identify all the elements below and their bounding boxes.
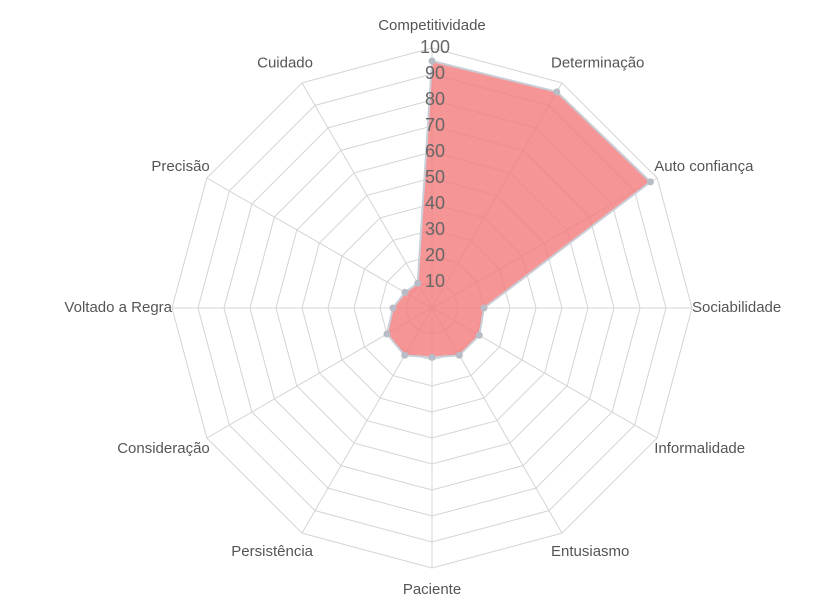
category-label: Sociabilidade xyxy=(692,299,781,316)
data-point xyxy=(428,57,436,65)
data-point xyxy=(480,304,488,312)
data-point xyxy=(414,279,422,287)
data-point xyxy=(553,88,561,96)
data-point xyxy=(401,351,409,359)
data-point xyxy=(428,353,436,361)
data-point xyxy=(455,351,463,359)
r-tick-label: 100 xyxy=(420,37,450,57)
r-tick-label: 80 xyxy=(425,89,445,109)
r-tick-label: 60 xyxy=(425,141,445,161)
category-label: Entusiasmo xyxy=(551,543,629,560)
category-label: Cuidado xyxy=(257,55,313,72)
category-label: Persistência xyxy=(231,543,313,560)
data-point xyxy=(401,288,409,296)
category-label: Paciente xyxy=(403,581,461,598)
data-point xyxy=(475,331,483,339)
category-label: Voltado a Regra xyxy=(64,299,172,316)
data-point xyxy=(383,330,391,338)
category-label: Consideração xyxy=(117,440,210,457)
r-tick-label: 50 xyxy=(425,167,445,187)
r-tick-label: 70 xyxy=(425,115,445,135)
spoke xyxy=(301,82,433,309)
category-label: Auto confiança xyxy=(654,158,754,175)
r-tick-label: 30 xyxy=(425,219,445,239)
spoke xyxy=(206,177,433,309)
r-tick-label: 90 xyxy=(425,63,445,83)
r-tick-label: 20 xyxy=(425,245,445,265)
category-label: Competitividade xyxy=(378,17,486,34)
data-point xyxy=(646,178,654,186)
r-tick-label: 10 xyxy=(425,271,445,291)
category-label: Precisão xyxy=(151,158,209,175)
category-label: Determinação xyxy=(551,55,644,72)
category-label: Informalidade xyxy=(654,440,745,457)
r-tick-label: 40 xyxy=(425,193,445,213)
data-point xyxy=(389,304,397,312)
